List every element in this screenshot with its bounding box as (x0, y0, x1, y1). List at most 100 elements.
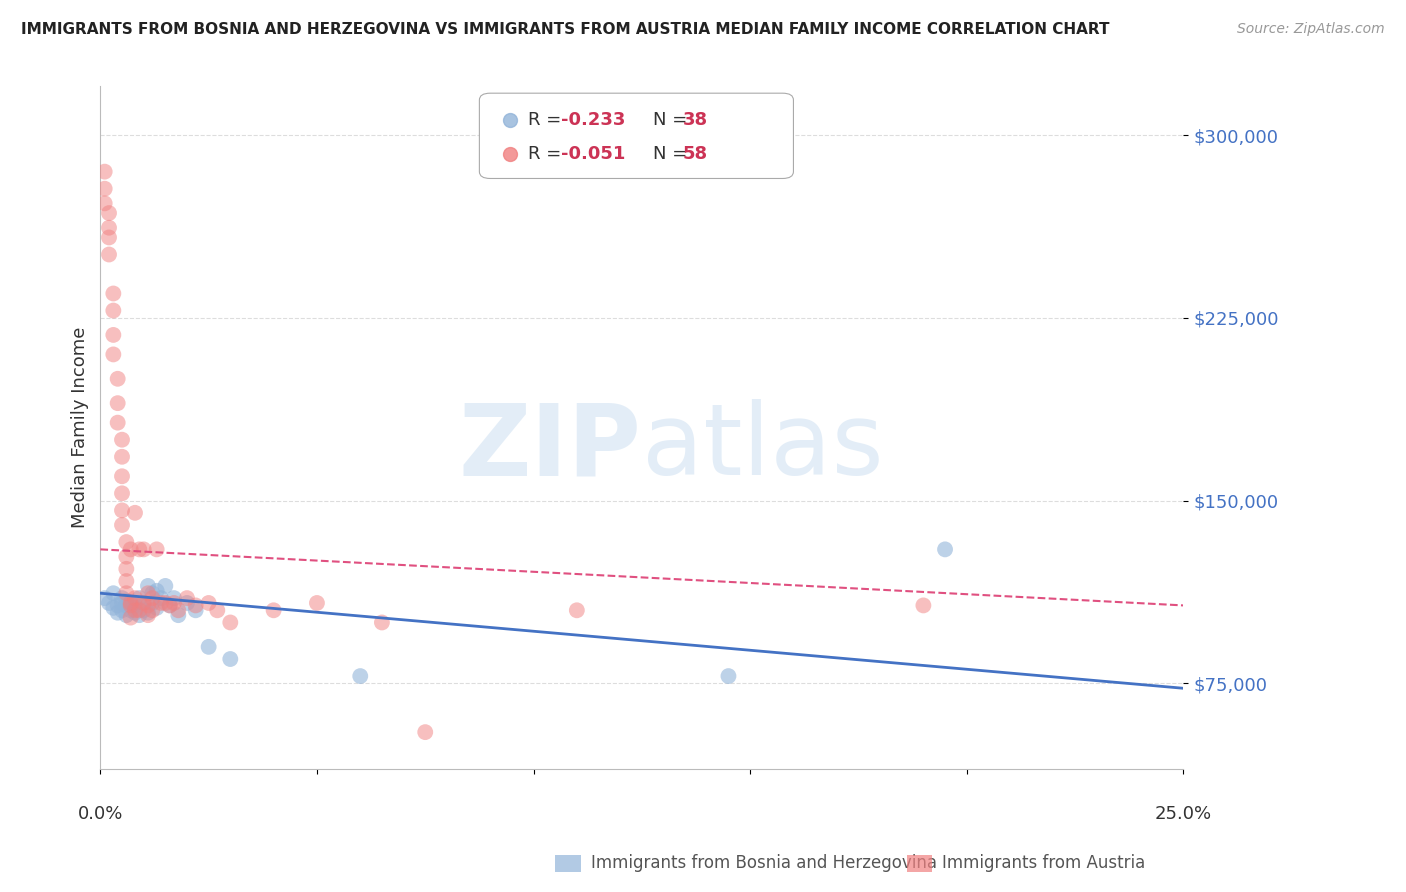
Point (111, 433, 134, 447)
Point (136, 586, 159, 600)
Point (159, 599, 181, 613)
Point (111, 469, 134, 483)
Text: R =: R = (529, 112, 567, 129)
Point (132, 603, 155, 617)
Point (136, 606, 159, 620)
Point (107, 606, 129, 620)
Point (167, 603, 190, 617)
Point (124, 599, 146, 613)
Point (184, 603, 207, 617)
Point (120, 596, 142, 610)
Point (115, 586, 138, 600)
Point (115, 562, 138, 576)
Point (124, 506, 146, 520)
Point (93, 182, 115, 196)
Point (103, 586, 125, 600)
Text: R =: R = (529, 145, 567, 162)
Text: Immigrants from Austria: Immigrants from Austria (942, 855, 1146, 872)
Point (111, 591, 134, 606)
Point (207, 603, 229, 617)
Point (413, 725, 436, 739)
Point (107, 396, 129, 410)
Point (98, 247, 121, 261)
Point (934, 542, 956, 557)
Point (912, 599, 935, 613)
Point (167, 608, 190, 623)
Point (132, 596, 155, 610)
Point (111, 503, 134, 517)
Point (124, 591, 146, 606)
Point (197, 640, 219, 654)
Point (128, 608, 150, 623)
Point (103, 327, 125, 342)
Text: 25.0%: 25.0% (1154, 805, 1212, 823)
Point (155, 579, 177, 593)
Point (107, 599, 129, 613)
Point (176, 591, 198, 606)
Point (98, 230, 121, 244)
FancyBboxPatch shape (479, 93, 793, 178)
Point (115, 549, 138, 564)
Point (141, 596, 163, 610)
Point (159, 599, 181, 613)
Point (103, 303, 125, 318)
Point (136, 579, 159, 593)
Point (111, 518, 134, 533)
Point (124, 606, 146, 620)
Text: 58: 58 (683, 145, 709, 162)
Text: ZIP: ZIP (458, 400, 641, 497)
Point (145, 542, 167, 557)
Point (128, 591, 150, 606)
Point (98, 220, 121, 235)
Y-axis label: Median Family Income: Median Family Income (72, 326, 89, 528)
Point (128, 603, 150, 617)
Text: IMMIGRANTS FROM BOSNIA AND HERZEGOVINA VS IMMIGRANTS FROM AUSTRIA MEDIAN FAMILY : IMMIGRANTS FROM BOSNIA AND HERZEGOVINA V… (21, 22, 1109, 37)
Point (150, 596, 173, 610)
Point (150, 591, 173, 606)
Point (111, 596, 134, 610)
Point (120, 603, 142, 617)
Point (120, 610, 142, 624)
Text: atlas: atlas (641, 400, 883, 497)
Point (98, 206, 121, 220)
Point (141, 603, 163, 617)
Point (349, 669, 371, 683)
Point (93, 591, 115, 606)
Point (263, 603, 285, 617)
Point (98, 596, 121, 610)
Point (107, 416, 129, 430)
Point (717, 669, 740, 683)
Point (111, 486, 134, 500)
Point (132, 596, 155, 610)
Point (136, 608, 159, 623)
Point (103, 600, 125, 615)
Point (128, 542, 150, 557)
Point (141, 586, 163, 600)
Point (184, 599, 207, 613)
Text: -0.233: -0.233 (561, 112, 626, 129)
Point (155, 596, 177, 610)
Point (124, 603, 146, 617)
Point (111, 450, 134, 464)
Point (111, 603, 134, 617)
Point (132, 542, 155, 557)
Point (145, 600, 167, 615)
Point (136, 599, 159, 613)
Point (176, 596, 198, 610)
Point (107, 372, 129, 386)
Point (145, 583, 167, 598)
Point (120, 542, 142, 557)
Point (163, 591, 186, 606)
Point (371, 615, 394, 630)
Point (103, 286, 125, 301)
Text: -0.051: -0.051 (561, 145, 626, 162)
Point (93, 164, 115, 178)
Text: N =: N = (652, 145, 693, 162)
Point (115, 535, 138, 549)
Text: 38: 38 (683, 112, 709, 129)
Point (197, 596, 219, 610)
Text: Source: ZipAtlas.com: Source: ZipAtlas.com (1237, 22, 1385, 37)
Point (163, 596, 186, 610)
Point (219, 615, 242, 630)
Text: Immigrants from Bosnia and Herzegovina: Immigrants from Bosnia and Herzegovina (591, 855, 936, 872)
